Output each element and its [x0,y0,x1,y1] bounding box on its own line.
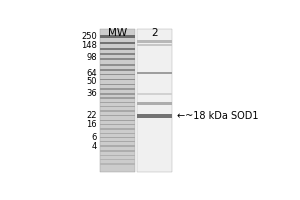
Bar [100,163,135,165]
Bar [100,29,135,172]
Bar [100,133,135,134]
Bar [100,124,135,125]
Bar [100,88,135,90]
Text: 4: 4 [92,142,97,151]
Text: 98: 98 [86,53,97,62]
Text: ←~18 kDa SOD1: ←~18 kDa SOD1 [177,111,259,121]
Text: 2: 2 [152,28,158,38]
Bar [100,106,135,107]
Bar [137,44,172,46]
Bar [100,97,135,99]
Bar [137,72,172,74]
Text: 36: 36 [86,89,97,98]
Bar [100,64,135,66]
Bar [137,40,172,43]
Bar [100,155,135,156]
Bar [100,141,135,142]
Bar [100,48,135,50]
Bar [100,42,135,44]
Text: 22: 22 [86,111,97,120]
Text: 64: 64 [86,69,97,78]
Text: 250: 250 [81,32,97,41]
Text: 50: 50 [86,77,97,86]
Bar [100,120,135,121]
Bar [100,102,135,103]
Bar [100,110,135,112]
Bar [137,102,172,105]
Text: 148: 148 [81,41,97,50]
Bar [100,69,135,71]
Bar [100,93,135,95]
Bar [100,58,135,60]
Bar [137,93,172,95]
Bar [100,115,135,116]
Bar [100,79,135,80]
Bar [100,35,135,38]
Text: 16: 16 [86,120,97,129]
Bar [100,137,135,138]
Text: MW: MW [108,28,127,38]
Bar [137,29,172,172]
Bar [100,53,135,55]
Bar [100,159,135,160]
Text: 6: 6 [92,133,97,142]
Bar [100,128,135,130]
Bar [100,150,135,152]
Bar [100,74,135,75]
Bar [100,145,135,147]
Bar [100,84,135,85]
Bar [137,114,172,118]
